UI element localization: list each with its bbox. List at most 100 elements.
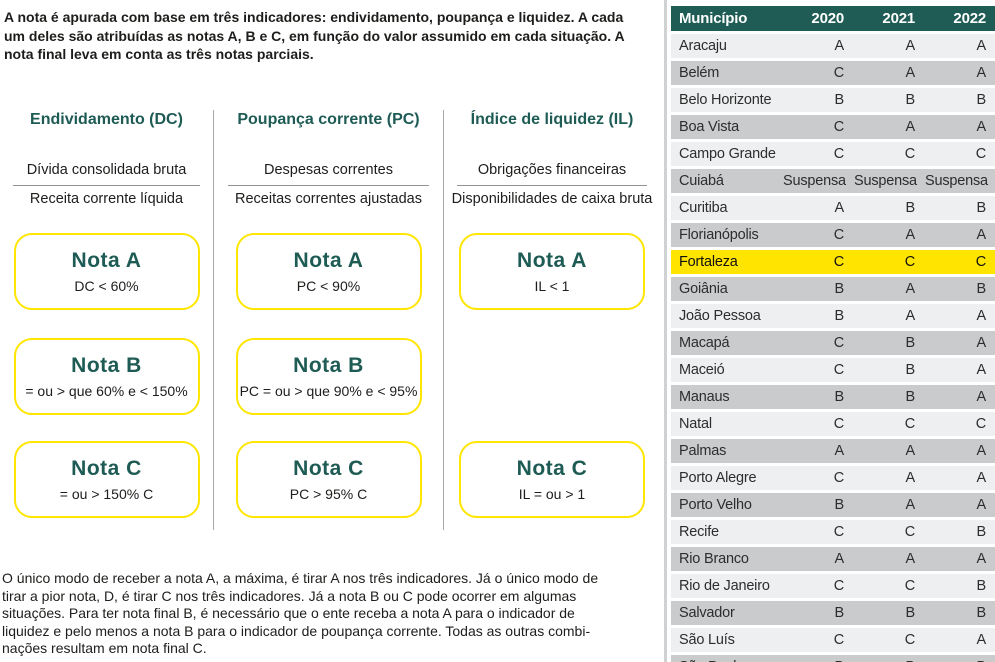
grade-cell: A — [853, 304, 924, 328]
fraction-bar — [227, 185, 430, 186]
footer-paragraph: O único modo de receber a nota A, a máxi… — [2, 570, 658, 658]
grade-cell: A — [924, 385, 995, 409]
grade-cell: B — [782, 385, 853, 409]
municipio-cell: Cuiabá — [671, 169, 782, 193]
fraction-numerator: Despesas correntes — [264, 162, 393, 178]
grade-cell: C — [782, 358, 853, 382]
table-row: Maceió C B A — [671, 358, 995, 382]
table-row: Goiânia B A B — [671, 277, 995, 301]
grade-cell: A — [782, 196, 853, 220]
table-row: Salvador B B B — [671, 601, 995, 625]
municipio-cell: São Luís — [671, 628, 782, 652]
indicator-title: Índice de liquidez (IL) — [470, 111, 634, 128]
table-row: Boa Vista C A A — [671, 115, 995, 139]
table-row: Palmas A A A — [671, 439, 995, 463]
nota-rule: PC > 95% C — [289, 486, 368, 502]
grade-cell: Suspensa — [782, 169, 853, 193]
grade-cell: A — [853, 547, 924, 571]
grade-cell: B — [782, 493, 853, 517]
header-2020: 2020 — [782, 6, 853, 31]
grade-cell: A — [924, 115, 995, 139]
grade-cell: B — [924, 520, 995, 544]
nota-rule: IL < 1 — [534, 278, 570, 294]
grade-cell: C — [782, 115, 853, 139]
table-row: Aracaju A A A — [671, 34, 995, 58]
table-row: Cuiabá Suspensa Suspensa Suspensa — [671, 169, 995, 193]
footer-line: O único modo de receber a nota A, a máxi… — [2, 570, 599, 586]
grade-cell: A — [782, 439, 853, 463]
table-row: Porto Alegre C A A — [671, 466, 995, 490]
grade-cell: B — [782, 601, 853, 625]
municipio-cell: Fortaleza — [671, 250, 782, 274]
table-row: São Luís C C A — [671, 628, 995, 652]
column-divider — [213, 110, 214, 530]
nota-label: Nota B — [293, 354, 364, 377]
municipio-cell: Belo Horizonte — [671, 88, 782, 112]
grade-cell: Suspensa — [924, 169, 995, 193]
nota-rule: DC < 60% — [74, 278, 139, 294]
municipio-cell: Rio de Janeiro — [671, 574, 782, 598]
grade-cell: B — [853, 88, 924, 112]
table-row: Belém C A A — [671, 61, 995, 85]
municipio-cell: São Paulo — [671, 655, 782, 662]
column-divider — [443, 110, 444, 530]
nota-a-box: Nota A DC < 60% — [13, 233, 200, 310]
table-row: Curitiba A B B — [671, 196, 995, 220]
nota-rule: = ou > que 60% e < 150% — [25, 383, 188, 399]
nota-label: Nota C — [293, 457, 364, 480]
municipio-cell: Belém — [671, 61, 782, 85]
grade-cell: C — [782, 412, 853, 436]
indicator-title: Poupança corrente (PC) — [237, 111, 420, 128]
municipio-cell: Aracaju — [671, 34, 782, 58]
fraction-denominator: Receita corrente líquida — [29, 191, 184, 207]
grade-cell: A — [924, 466, 995, 490]
grade-cell: C — [853, 628, 924, 652]
grade-cell: B — [782, 277, 853, 301]
grade-cell: A — [853, 493, 924, 517]
nota-a-box: Nota A IL < 1 — [459, 233, 645, 310]
indicator-column-poupanca: Poupança corrente (PC) Despesas corrente… — [214, 0, 443, 662]
municipio-cell: Macapá — [671, 331, 782, 355]
grade-cell: A — [924, 34, 995, 58]
grade-cell: A — [924, 628, 995, 652]
grade-cell: C — [853, 250, 924, 274]
header-municipio: Município — [671, 6, 782, 31]
table-row: Belo Horizonte B B B — [671, 88, 995, 112]
municipio-cell: Salvador — [671, 601, 782, 625]
municipio-cell: Palmas — [671, 439, 782, 463]
grade-cell: A — [924, 304, 995, 328]
grade-cell: A — [782, 547, 853, 571]
grade-cell: C — [853, 142, 924, 166]
grade-cell: B — [782, 304, 853, 328]
municipio-cell: Campo Grande — [671, 142, 782, 166]
nota-rule: PC = ou > que 90% e < 95% — [239, 383, 418, 399]
grade-cell: C — [782, 466, 853, 490]
grade-cell: B — [782, 88, 853, 112]
nota-b-box: Nota B = ou > que 60% e < 150% — [13, 338, 200, 415]
table-row: Rio Branco A A A — [671, 547, 995, 571]
panel-divider — [664, 0, 667, 662]
nota-label: Nota A — [71, 249, 142, 272]
grade-cell: A — [782, 34, 853, 58]
nota-label: Nota C — [71, 457, 142, 480]
grade-cell: A — [924, 439, 995, 463]
grade-cell: C — [782, 250, 853, 274]
grade-cell: C — [853, 574, 924, 598]
table-row: Rio de Janeiro C C B — [671, 574, 995, 598]
fraction-bar — [12, 185, 201, 186]
grade-cell: B — [853, 601, 924, 625]
nota-label: Nota C — [516, 457, 588, 480]
grade-cell: A — [924, 493, 995, 517]
municipio-cell: Manaus — [671, 385, 782, 409]
capag-ratings-table: Município 2020 2021 2022 Aracaju A A A Belém… — [671, 3, 995, 662]
nota-label: Nota A — [293, 249, 364, 272]
nota-rule: PC < 90% — [296, 278, 361, 294]
municipio-cell: Goiânia — [671, 277, 782, 301]
grade-cell: B — [853, 331, 924, 355]
grade-cell: A — [924, 61, 995, 85]
intro-line: A nota é apurada com base em três indica… — [4, 9, 624, 25]
nota-rule: IL = ou > 1 — [518, 486, 586, 502]
grade-cell: C — [853, 412, 924, 436]
municipio-cell: João Pessoa — [671, 304, 782, 328]
methodology-panel: A nota é apurada com base em três indica… — [2, 0, 658, 662]
